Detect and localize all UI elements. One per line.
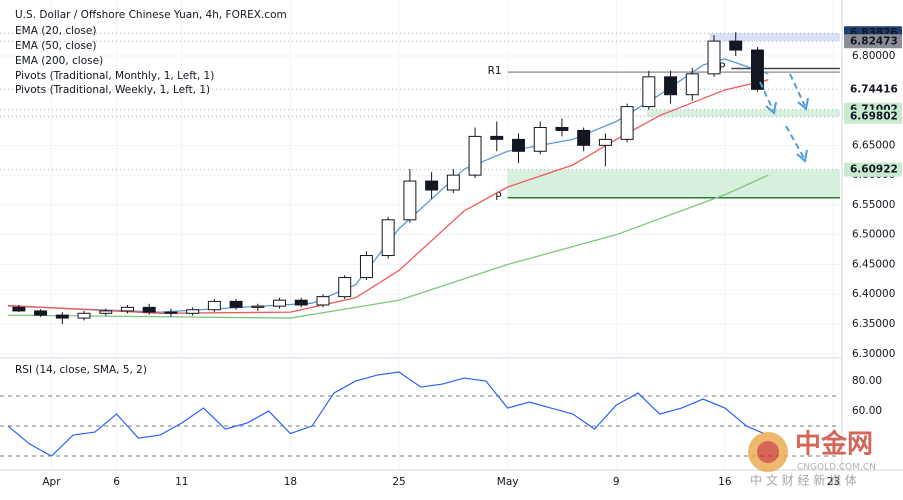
pivot-label: P [495,191,501,203]
chart-title: U.S. Dollar / Offshore Chinese Yuan, 4h,… [15,9,287,21]
watermark-brand: 中金网 [795,429,873,460]
candle-body [403,180,417,221]
x-tick-label: 9 [613,476,620,488]
y-tick-label: 80.00 [852,375,882,387]
pivot-zone [507,169,840,198]
rsi-title: RSI (14, close, SMA, 5, 2) [15,364,147,376]
price-tag [844,109,902,124]
candle-body [294,299,308,306]
x-tick-label: 6 [113,476,120,488]
candle-body [729,40,743,51]
x-tick-label: Apr [42,476,61,488]
arrow-head [765,101,777,115]
price-tag-label: 6.74416 [850,83,898,95]
arrow [789,73,806,107]
arrow-head [796,149,808,163]
candle-body [577,129,591,146]
price-tag [844,162,902,177]
y-tick-label: 6.50000 [852,229,895,241]
price-tag [844,34,902,49]
x-tick-label: 11 [175,476,188,488]
x-tick-label: 16 [718,476,732,488]
candle-body [251,305,265,308]
watermark: 中金网 CNGOLD.COM.CN 中 文 财 经 新 媒 体 [748,429,876,488]
x-tick-label: 18 [284,476,297,488]
y-tick-label: 6.80000 [852,50,895,62]
candle-body [598,138,612,146]
x-tick-label: May [497,476,519,488]
ema-line [7,174,769,319]
y-tick-label: 6.45000 [852,258,895,270]
price-tag-label: 6.69802 [850,111,898,123]
price-tag-label: 6.60922 [850,164,898,176]
watermark-site: CNGOLD.COM.CN [797,463,876,473]
candle-body [620,106,634,140]
x-tick-label: 23 [827,476,840,488]
candle-body [468,135,482,176]
candle-body [642,76,656,108]
arrow [785,125,805,159]
candle-body [273,299,287,307]
arrow-head [797,97,809,111]
pivot-zone [646,109,840,117]
candle-body [338,277,352,298]
candle-body [207,300,221,311]
candle-body [512,138,525,152]
legend-entry: EMA (20, close) [15,25,97,37]
y-tick-label: 6.35000 [852,318,895,330]
candle-body [229,300,243,308]
watermark-tagline: 中 文 财 经 新 媒 体 [750,473,857,488]
pivot-label: R1 [488,65,502,77]
candle-body [425,180,439,191]
y-tick-label: 60.00 [852,405,882,417]
candle-body [121,306,134,312]
candle-body [12,306,26,312]
candle-body [99,310,113,314]
rsi-line [7,371,765,457]
candle-body [555,126,569,131]
candle-body [533,126,547,152]
pivot-zone [709,33,840,42]
candle-body [34,310,48,316]
plot-layer: Apr 6 11 18 25 May 9 16 23 6.30000 6.35000 6.40000 6… [0,0,902,488]
watermark-logo [757,441,779,463]
legend-entry: EMA (50, close) [15,40,97,52]
ema-line [7,79,769,314]
y-tick-label: 6.30000 [852,348,895,360]
legend-entry: Pivots (Traditional, Monthly, 1, Left, 1… [15,70,214,82]
candle-body [55,314,69,319]
forecast-arrows [759,73,809,163]
candle-body [664,76,678,96]
y-tick-label: 6.40000 [852,288,895,300]
candle-body [446,174,460,191]
x-tick-label: 25 [392,476,405,488]
arrow [759,81,774,111]
y-tick-label: 6.55000 [852,199,895,211]
price-tag-label: 6.82473 [850,35,898,47]
candle-body [490,135,504,140]
legend-entry: Pivots (Traditional, Weekly, 1, Left, 1) [15,84,210,96]
candle-body [164,311,178,314]
candle-body [685,73,699,96]
y-tick-label: 6.65000 [852,139,895,151]
legend-entry: EMA (200, close) [15,55,103,67]
candle-body [707,40,721,75]
price-tag [844,82,902,97]
candle-body [316,296,330,306]
candle-body [359,255,373,279]
candle-body [142,306,156,313]
candle-body [381,219,395,257]
pivot-label: P [719,61,725,73]
candle-body [750,49,764,90]
candle-body [186,309,200,314]
ema-line [7,58,769,313]
candle-body [77,312,91,319]
